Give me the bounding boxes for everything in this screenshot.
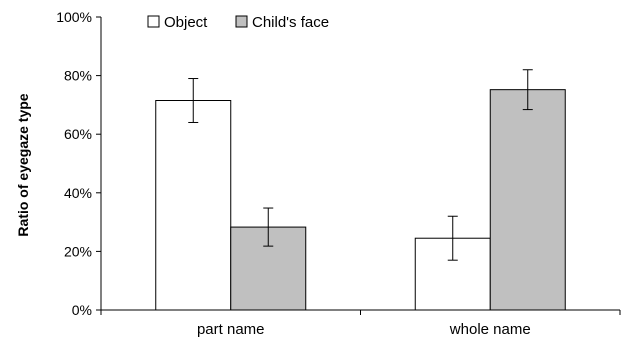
y-ticks-layer: 0% 20% 40% 60% 80% 100% — [56, 9, 101, 318]
legend-label: Object — [164, 14, 208, 31]
y-axis-label: Ratio of eyegaze type — [15, 93, 31, 236]
legend-label: Child's face — [252, 14, 329, 31]
y-tick-label: 60% — [64, 126, 92, 142]
legend-swatch — [235, 15, 248, 28]
x-tick-label: whole name — [449, 321, 531, 338]
y-tick-label: 100% — [56, 9, 92, 25]
x-ticks-layer: part name whole name — [100, 310, 621, 338]
legend: Object Child's face — [147, 14, 329, 31]
bar — [489, 89, 566, 311]
bar — [155, 100, 232, 311]
y-tick-label: 80% — [64, 68, 92, 84]
y-tick-label: 0% — [72, 302, 92, 318]
bars-layer — [155, 89, 566, 311]
x-tick-label: part name — [197, 321, 265, 338]
error-bars-layer — [188, 69, 533, 261]
legend-swatch — [147, 15, 160, 28]
y-tick-label: 40% — [64, 185, 92, 201]
y-tick-label: 20% — [64, 243, 92, 259]
